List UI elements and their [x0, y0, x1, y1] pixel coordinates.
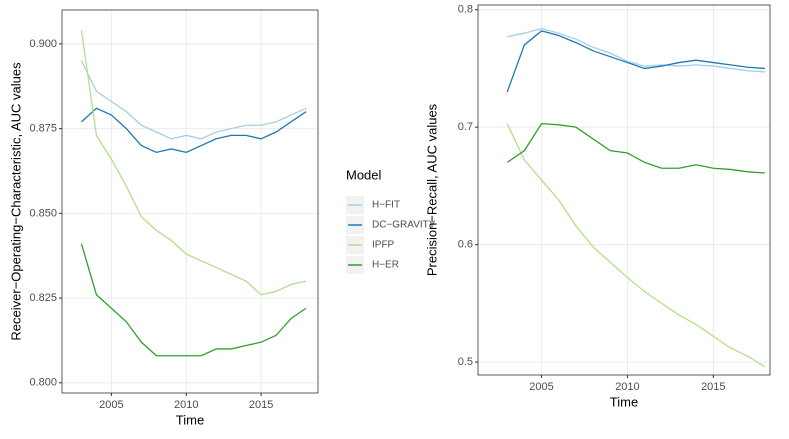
series-line: [507, 27, 765, 73]
y-tick-label: 0.6: [458, 239, 473, 251]
legend-label: H−FIT: [372, 200, 400, 211]
panel-border: [477, 4, 771, 376]
panel: [62, 10, 318, 393]
y-tick-label: 0.825: [29, 292, 57, 304]
series-line: [80, 60, 307, 140]
x-axis-label: Time: [610, 394, 638, 409]
series-line: [506, 123, 766, 368]
legend-label: DC−GRAVITY: [372, 220, 436, 231]
legend-label: H−ER: [372, 260, 399, 271]
y-tick-label: 0.7: [458, 121, 473, 133]
y-axis-label: Precision−Recall, AUC values: [424, 103, 439, 276]
y-axis-label: Receiver−Operating−Characteristic, AUC v…: [8, 62, 23, 341]
x-tick-label: 2005: [529, 381, 553, 393]
y-tick-label: 0.8: [458, 4, 473, 16]
series-line: [80, 243, 307, 357]
y-tick-label: 0.850: [29, 207, 57, 219]
x-tick-label: 2010: [615, 381, 639, 393]
x-axis-label: Time: [176, 412, 204, 427]
x-tick-label: 2010: [174, 399, 198, 411]
y-tick-label: 0.800: [29, 377, 57, 389]
y-tick-label: 0.5: [458, 356, 473, 368]
series-line: [506, 30, 765, 93]
legend-title: Model: [346, 167, 382, 182]
y-tick-label: 0.875: [29, 123, 57, 135]
series-line: [81, 107, 307, 154]
panel-border: [61, 9, 319, 394]
series-line: [506, 122, 765, 174]
series-line: [80, 30, 307, 296]
x-tick-label: 2015: [249, 399, 273, 411]
x-tick-label: 2005: [99, 399, 123, 411]
legend-label: IPFP: [372, 240, 395, 251]
panel: [478, 5, 770, 375]
y-tick-label: 0.900: [29, 38, 57, 50]
x-tick-label: 2015: [701, 381, 725, 393]
